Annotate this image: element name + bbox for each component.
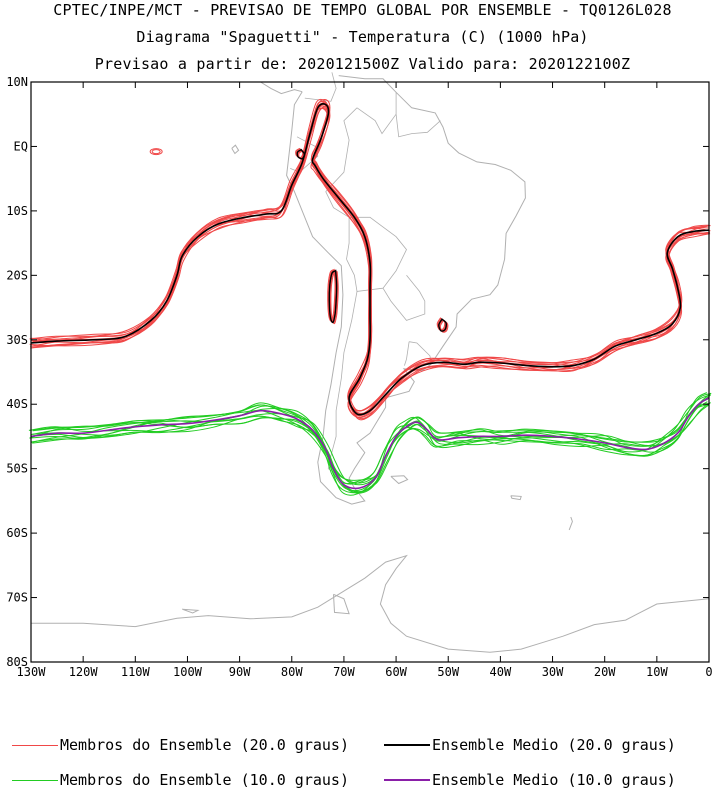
member-20-closed-contour	[149, 148, 163, 156]
member-20-closed-contour	[439, 319, 449, 333]
member-10-line	[33, 394, 712, 493]
mean-10-line	[30, 397, 710, 490]
chart-title-line-1: CPTEC/INPE/MCT - PREVISAO DE TEMPO GLOBA…	[53, 1, 672, 19]
lon-tick-label: 130W	[17, 665, 47, 679]
coastline	[568, 516, 573, 531]
legend-label-members-10: Membros do Ensemble (10.0 graus)	[60, 771, 349, 789]
legend-swatch-mean-20	[384, 744, 430, 746]
country-border	[395, 92, 441, 138]
legend-item-members-10: Membros do Ensemble (10.0 graus)	[12, 771, 349, 789]
chart-title-line-3: Previsao a partir de: 2020121500Z Valido…	[94, 55, 631, 73]
lon-tick-label: 80W	[281, 665, 303, 679]
lat-tick-label: 60S	[6, 526, 28, 540]
country-border	[382, 275, 426, 321]
legend-label-members-20: Membros do Ensemble (20.0 graus)	[60, 736, 349, 754]
member-10-line	[32, 393, 712, 494]
legend-label-mean-10: Ensemble Medio (10.0 graus)	[432, 771, 676, 789]
country-border	[304, 72, 337, 102]
country-border	[346, 216, 407, 292]
coastline	[333, 593, 350, 615]
mean-10-isotherm	[30, 397, 710, 490]
lat-tick-label: 20S	[6, 268, 28, 282]
lon-tick-label: 20W	[594, 665, 616, 679]
member-10-line	[30, 402, 711, 485]
legend-swatch-mean-10	[384, 779, 430, 781]
lat-tick-label: EQ	[14, 139, 28, 153]
mean-20-closed-contour	[438, 318, 448, 332]
map-frame	[30, 81, 710, 663]
lat-tick-label: 50S	[6, 462, 28, 476]
mean-20-closed-contour	[328, 269, 338, 324]
coastline	[510, 495, 522, 501]
coastline	[231, 144, 240, 155]
lon-tick-label: 10W	[646, 665, 668, 679]
country-border	[356, 107, 397, 135]
lon-tick-label: 60W	[385, 665, 407, 679]
member-20-line	[32, 99, 710, 415]
mean-20-isotherm	[30, 103, 710, 416]
member-20-line	[29, 100, 710, 420]
lat-tick-label: 30S	[6, 333, 28, 347]
lon-tick-label: 50W	[437, 665, 459, 679]
legend-item-mean-20: Ensemble Medio (20.0 graus)	[384, 736, 676, 754]
legend-swatch-members-20	[12, 744, 58, 746]
lon-tick-label: 110W	[121, 665, 151, 679]
lat-tick-label: 80S	[6, 655, 28, 669]
mean-20-line	[30, 103, 710, 416]
lat-tick-label: 70S	[6, 591, 28, 605]
legend-item-members-20: Membros do Ensemble (20.0 graus)	[12, 736, 349, 754]
lon-tick-label: 120W	[69, 665, 99, 679]
lat-tick-label: 40S	[6, 397, 28, 411]
lon-tick-label: 100W	[173, 665, 203, 679]
legend-swatch-members-10	[12, 779, 58, 781]
coastline	[286, 75, 526, 505]
lat-tick-label: 10S	[6, 204, 28, 218]
mean-20-closed-contour	[296, 148, 306, 160]
lon-tick-label: 0	[705, 665, 712, 679]
legend-item-mean-10: Ensemble Medio (10.0 graus)	[384, 771, 676, 789]
chart-title-line-2: Diagrama "Spaguetti" - Temperatura (C) (…	[136, 28, 589, 46]
lon-tick-label: 70W	[333, 665, 355, 679]
lat-tick-label: 10N	[6, 75, 28, 89]
lon-tick-label: 40W	[490, 665, 512, 679]
lon-tick-label: 90W	[229, 665, 251, 679]
plot-frame	[30, 81, 710, 663]
country-border	[404, 341, 410, 366]
coastline	[31, 554, 710, 653]
coastline	[390, 475, 409, 485]
legend-label-mean-20: Ensemble Medio (20.0 graus)	[432, 736, 676, 754]
plot-background	[31, 82, 709, 662]
lon-tick-label: 30W	[542, 665, 564, 679]
coastline	[182, 608, 200, 614]
member-20-closed-contour	[151, 149, 161, 155]
map-plot-area	[31, 82, 709, 662]
country-border	[325, 107, 358, 192]
